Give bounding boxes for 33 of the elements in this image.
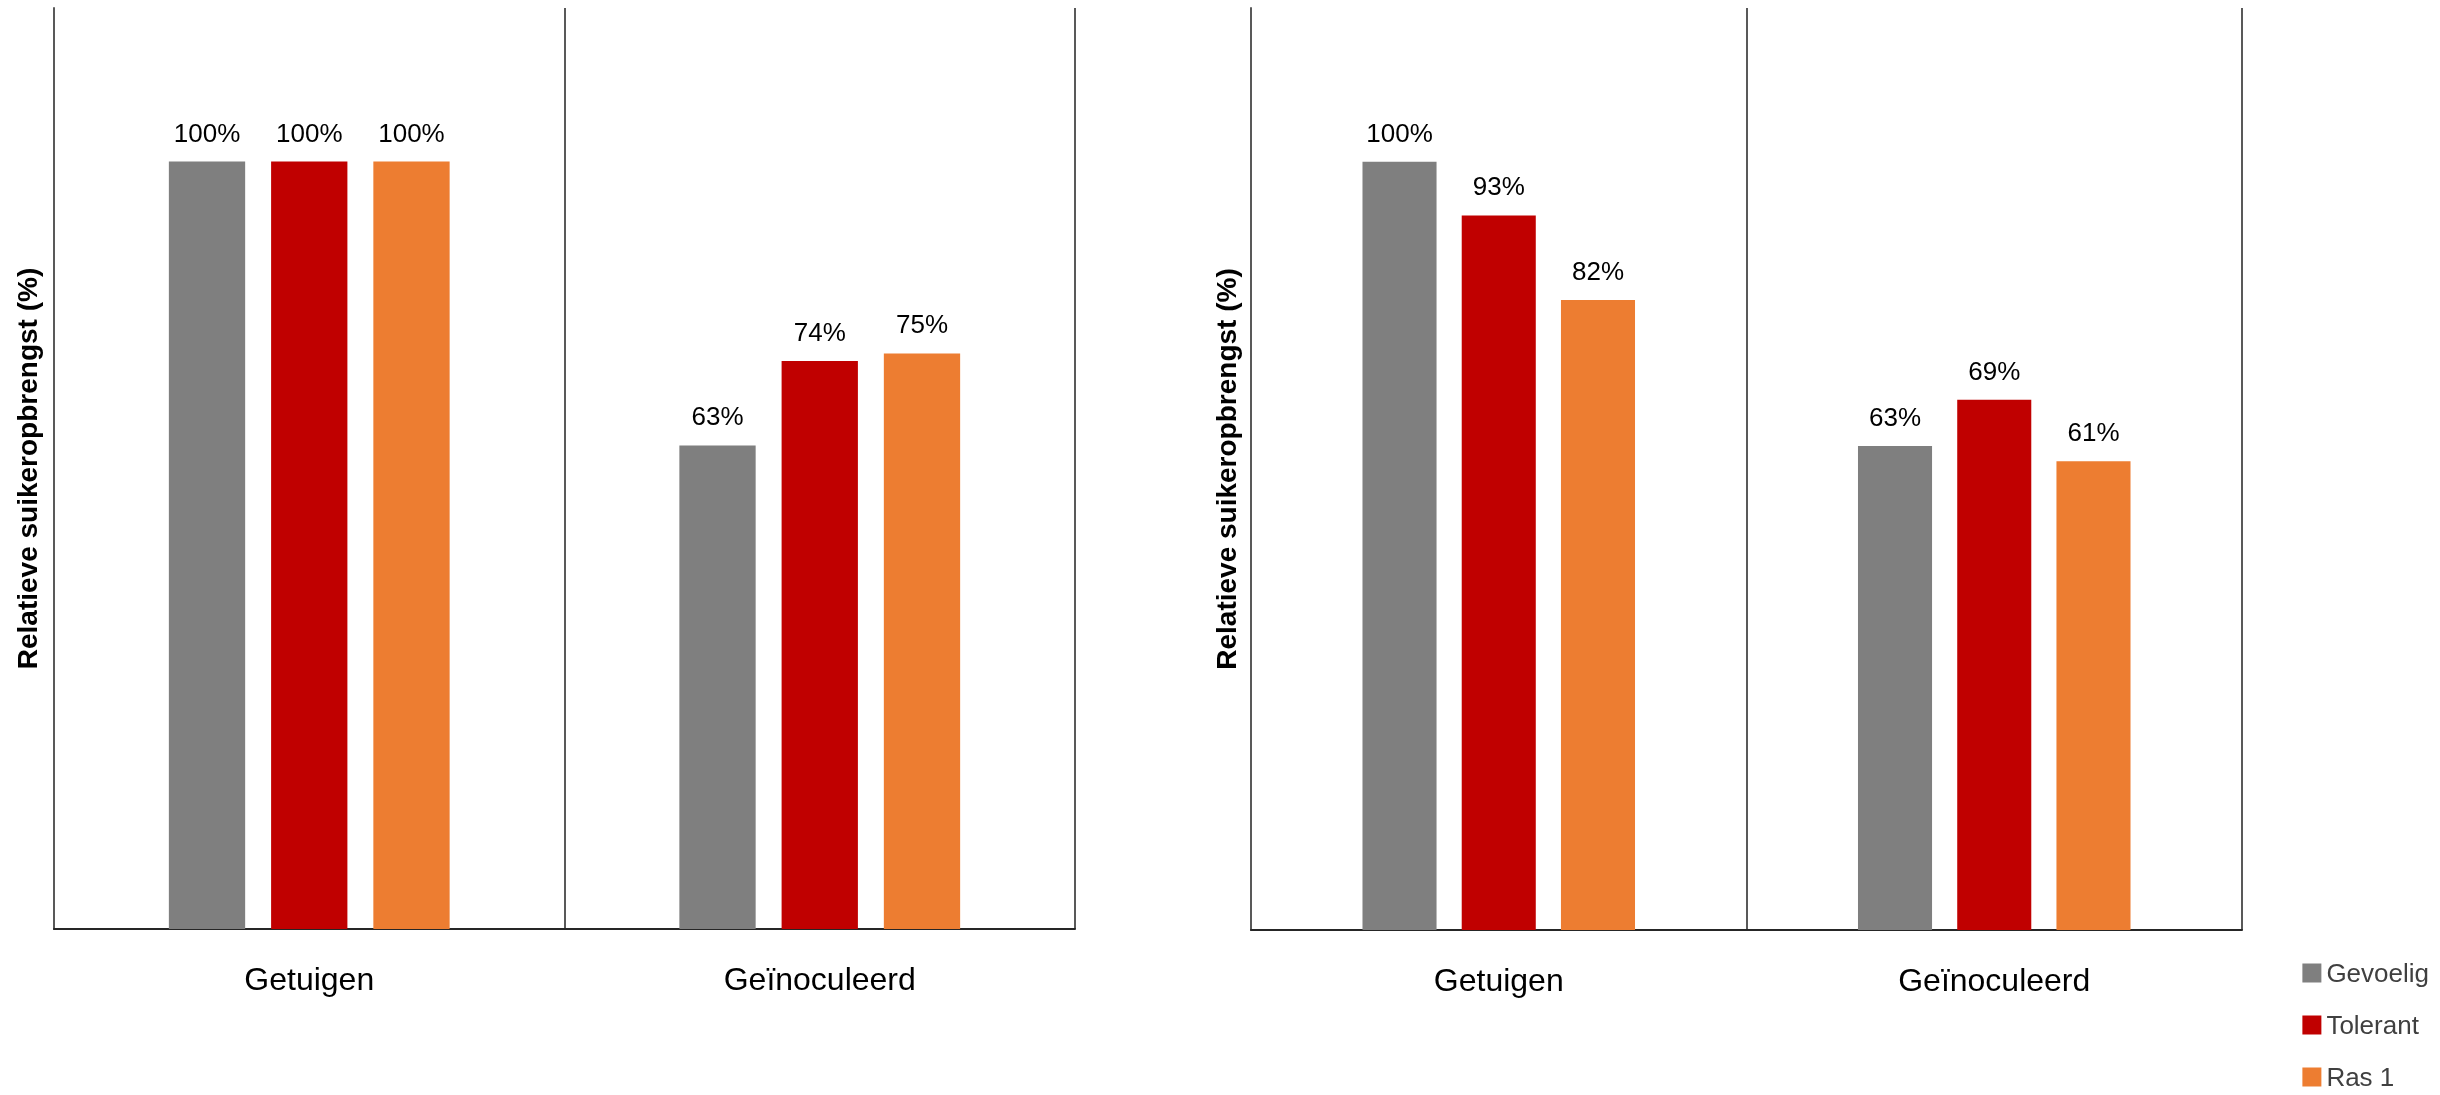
data-label: 75% [895, 309, 949, 340]
bar [1362, 161, 1437, 930]
data-label: 63% [691, 401, 744, 432]
x-tick-label: Geïnoculeerd [723, 961, 916, 997]
y-axis-title: Relatieve suikeropbrengst (%) [11, 267, 43, 670]
bar [271, 161, 348, 929]
data-label: 93% [1472, 171, 1525, 202]
data-label: 100% [378, 117, 445, 148]
bar [1560, 299, 1636, 930]
bar [373, 161, 450, 929]
bar [168, 161, 246, 929]
bar [1857, 445, 1933, 930]
bar [2056, 461, 2131, 930]
bar [1461, 215, 1536, 930]
bar [679, 445, 756, 929]
legend-label: Tolerant [2326, 1010, 2420, 1040]
bar [1957, 399, 2032, 930]
data-label: 61% [2067, 417, 2120, 448]
data-label: 100% [1366, 117, 1433, 148]
y-axis-title: Relatieve suikeropbrengst (%) [1210, 268, 1242, 670]
x-tick-label: Getuigen [244, 961, 375, 997]
data-label: 63% [1868, 401, 1922, 432]
bar [781, 361, 858, 929]
bar [883, 353, 961, 929]
legend-label: Ras 1 [2326, 1062, 2395, 1092]
data-label: 74% [793, 317, 846, 348]
x-tick-label: Geïnoculeerd [1898, 962, 2091, 998]
data-label: 69% [1968, 355, 2021, 386]
data-label: 100% [173, 117, 241, 148]
data-label: 100% [276, 117, 343, 148]
data-label: 82% [1571, 255, 1625, 286]
x-tick-label: Getuigen [1433, 962, 1564, 998]
legend-label: Gevoelig [2326, 958, 2430, 988]
